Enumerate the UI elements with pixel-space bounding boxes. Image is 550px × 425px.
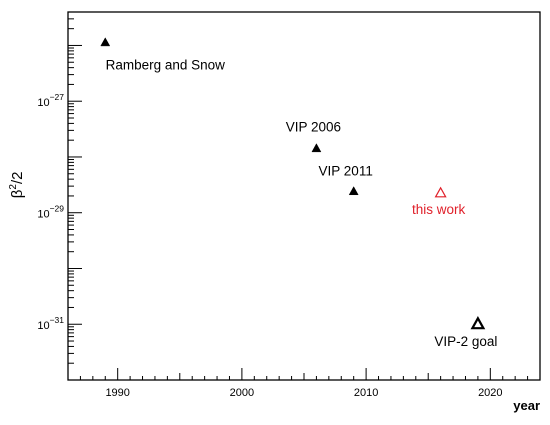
data-label: VIP 2011 [319,164,373,179]
data-label: VIP-2 goal [434,334,497,349]
data-label: Ramberg and Snow [106,58,226,73]
x-tick-label: 2020 [478,387,502,399]
y-tick-label: 10−29 [37,204,64,221]
x-tick-label: 2010 [354,387,378,399]
x-axis-label: year [513,398,540,413]
data-label: VIP 2006 [286,120,341,135]
data-point [311,143,322,153]
y-axis-label: β2/2 [8,171,26,198]
data-point [470,316,486,330]
x-tick-label: 1990 [105,387,129,399]
x-tick-label: 2000 [230,387,254,399]
y-tick-label: 10−27 [37,92,64,109]
data-point [434,186,447,198]
data-point [348,186,359,196]
y-tick-label: 10−31 [37,315,64,332]
data-point [100,37,111,47]
data-label: this work [412,202,466,217]
